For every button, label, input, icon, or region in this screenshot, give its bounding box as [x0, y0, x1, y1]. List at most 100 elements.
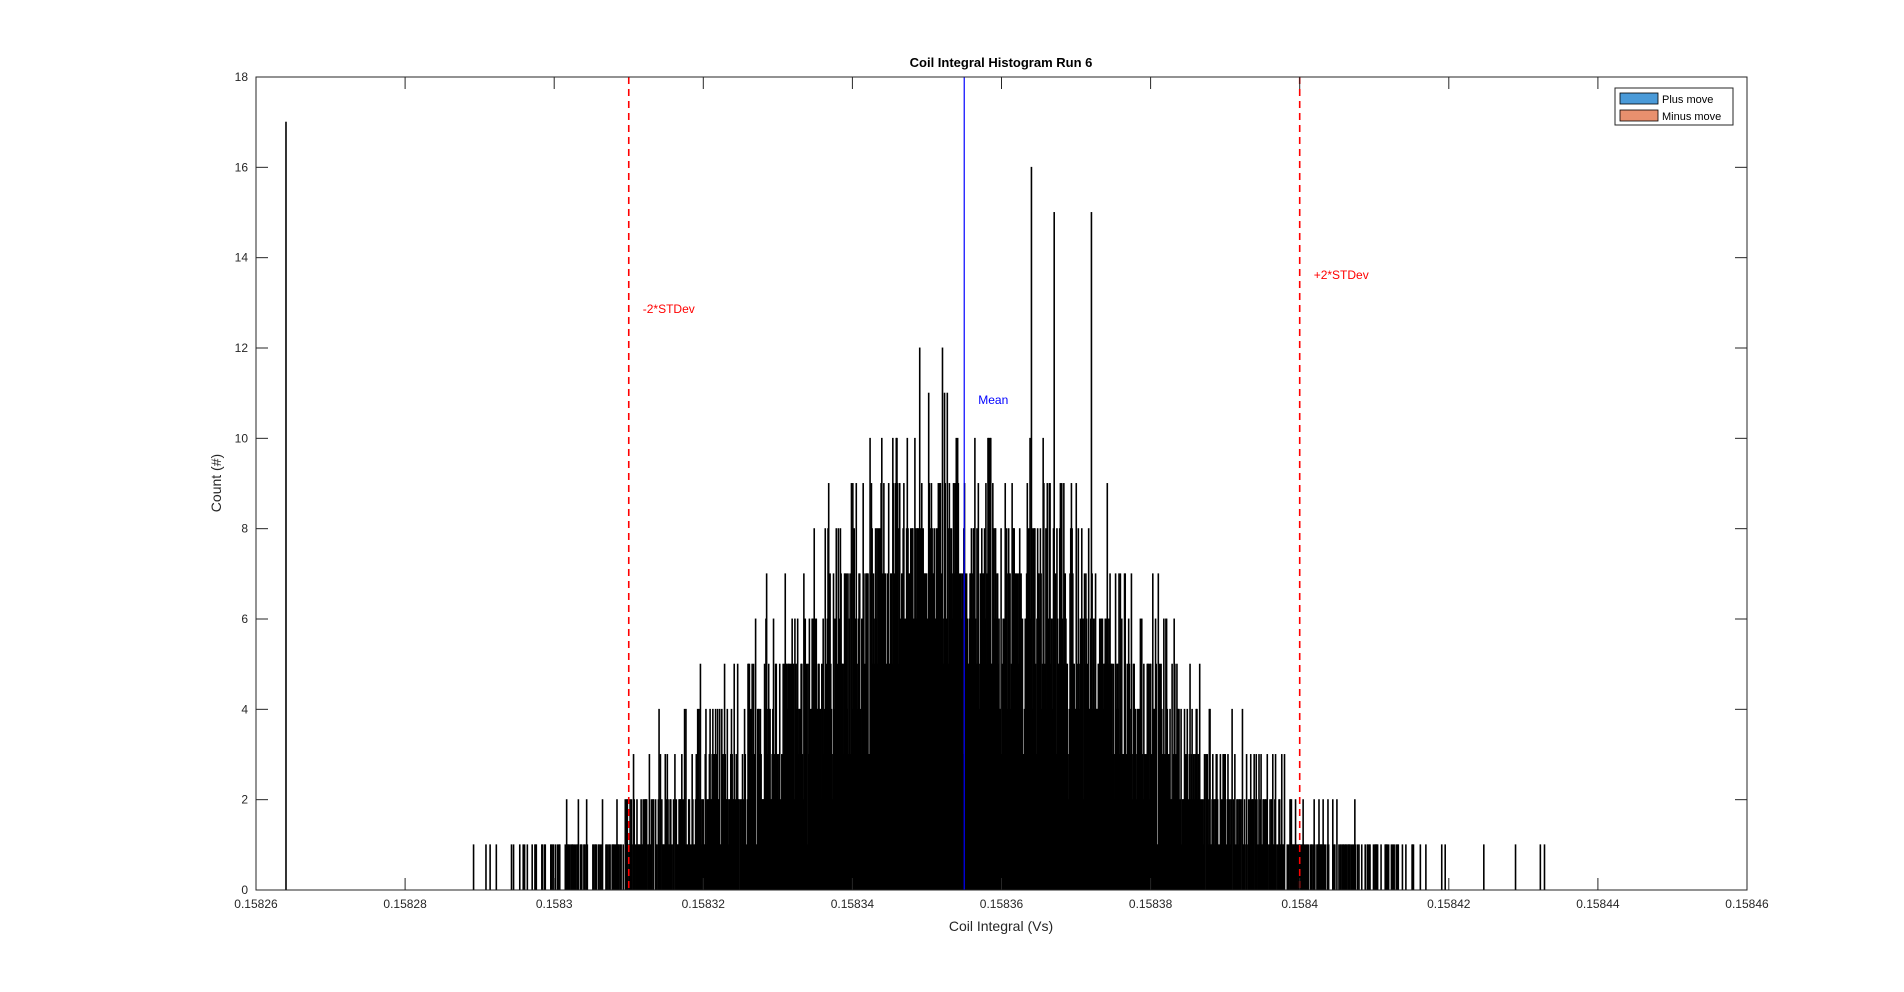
histogram-bar	[1350, 844, 1353, 891]
legend-swatch-plus	[1619, 92, 1659, 105]
histogram-bar	[1274, 754, 1277, 891]
histogram-bar	[1234, 754, 1236, 891]
histogram-bar	[1334, 844, 1336, 891]
y-tick-label: 16	[235, 160, 249, 174]
histogram-bar	[1331, 799, 1334, 891]
histogram-bar	[1314, 844, 1316, 891]
histogram-bar	[285, 121, 287, 891]
bars-layer	[285, 121, 1546, 891]
histogram-bar	[652, 799, 655, 891]
y-tick-label: 0	[241, 883, 248, 897]
y-tick-label: 14	[235, 251, 249, 265]
histogram-bar	[674, 754, 676, 891]
y-tick-label: 4	[241, 702, 248, 716]
histogram-bar	[577, 799, 580, 891]
histogram-bar	[592, 844, 595, 891]
histogram-bar	[1311, 844, 1313, 891]
histogram-bar	[607, 844, 609, 891]
histogram-bar	[672, 799, 675, 891]
histogram-bar	[550, 844, 553, 891]
histogram-bar	[689, 844, 692, 891]
x-tick-label: 0.15826	[234, 897, 278, 911]
histogram-bar	[1336, 799, 1338, 891]
histogram-bar	[485, 844, 487, 891]
histogram-bar	[1376, 844, 1379, 891]
histogram-bar	[692, 799, 694, 891]
histogram-bar	[620, 844, 622, 891]
histogram-bar	[656, 844, 658, 891]
x-tick-label: 0.15832	[682, 897, 726, 911]
histogram-bar	[1364, 844, 1366, 891]
histogram-bar	[1543, 844, 1546, 891]
histogram-bar	[1265, 799, 1267, 891]
histogram-bar	[572, 844, 574, 891]
histogram-bar	[526, 844, 529, 891]
histogram-bar	[1276, 844, 1278, 891]
histogram-bar	[598, 844, 600, 891]
histogram-bar	[1387, 844, 1390, 891]
histogram-bar	[564, 844, 567, 891]
histogram-bar	[1304, 844, 1306, 891]
ticks-layer: 0.15826 0.15828 0.1583 0.15832 0.15834 0.1583…	[234, 70, 1769, 911]
histogram-bar	[1287, 844, 1290, 891]
histogram-bar	[686, 844, 689, 891]
histogram-bar	[472, 844, 475, 891]
histogram-bar	[1343, 844, 1345, 891]
histogram-bar	[1514, 844, 1517, 891]
histogram-bar	[601, 799, 604, 891]
histogram-bar	[1386, 844, 1389, 891]
histogram-bar	[1356, 844, 1359, 891]
histogram-bar	[1224, 754, 1227, 891]
histogram-bar	[1240, 799, 1242, 891]
histogram-bar	[622, 844, 624, 891]
histogram-bar	[659, 754, 662, 891]
histogram-bar	[599, 844, 602, 891]
y-tick-label: 12	[235, 341, 249, 355]
x-tick-label: 0.15828	[383, 897, 427, 911]
histogram-bar	[613, 844, 616, 891]
chart-title: Coil Integral Histogram Run 6	[910, 55, 1093, 70]
y-axis-label: Count (#)	[208, 454, 224, 512]
histogram-bar	[609, 844, 611, 891]
histogram-bar	[574, 844, 577, 891]
x-axis-label: Coil Integral (Vs)	[949, 918, 1053, 934]
histogram-bar	[1203, 754, 1206, 891]
histogram-bar	[522, 844, 525, 891]
y-tick-label: 2	[241, 793, 248, 807]
histogram-bar	[1267, 844, 1269, 891]
histogram-bar	[1345, 844, 1348, 891]
histogram-bar	[1303, 844, 1305, 891]
histogram-bar	[518, 844, 521, 891]
reference-lines-layer: -2*STDev Mean +2*STDev	[627, 77, 1369, 890]
legend-label-minus: Minus move	[1662, 111, 1721, 123]
histogram-bar	[1440, 844, 1443, 891]
histogram-bar	[1306, 844, 1309, 891]
histogram-bar	[1354, 844, 1357, 891]
histogram-bar	[1369, 844, 1371, 891]
histogram-bar	[541, 844, 544, 891]
histogram-bar	[1238, 799, 1241, 891]
x-tick-label: 0.15838	[1129, 897, 1173, 911]
histogram-bar	[495, 844, 498, 891]
histogram-bar	[1412, 844, 1415, 891]
legend-label-plus: Plus move	[1662, 94, 1713, 106]
histogram-bar	[670, 844, 673, 891]
histogram-bar	[1367, 844, 1369, 891]
histogram-bar	[634, 844, 636, 891]
histogram-bar	[638, 844, 641, 891]
x-tick-label: 0.1584	[1281, 897, 1318, 911]
legend-swatch-minus	[1619, 109, 1659, 122]
histogram-bar	[510, 844, 513, 891]
histogram-bar	[1245, 754, 1248, 891]
histogram-bar	[554, 844, 557, 891]
histogram-bar	[1307, 844, 1310, 891]
histogram-bar	[618, 844, 620, 891]
histogram-bar	[531, 844, 533, 891]
histogram-bar	[1323, 844, 1325, 891]
histogram-bar	[595, 844, 598, 891]
histogram-bar	[650, 799, 653, 891]
y-tick-label: 6	[241, 612, 248, 626]
histogram-bar	[523, 844, 526, 891]
